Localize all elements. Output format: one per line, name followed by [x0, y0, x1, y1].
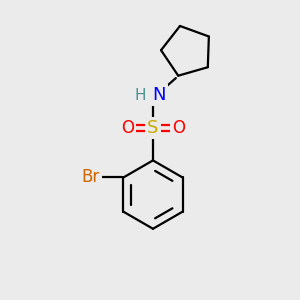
Text: Br: Br: [82, 169, 100, 187]
Text: H: H: [135, 88, 146, 103]
Text: O: O: [172, 119, 185, 137]
Text: O: O: [121, 119, 134, 137]
Text: N: N: [152, 86, 166, 104]
Text: S: S: [147, 119, 159, 137]
